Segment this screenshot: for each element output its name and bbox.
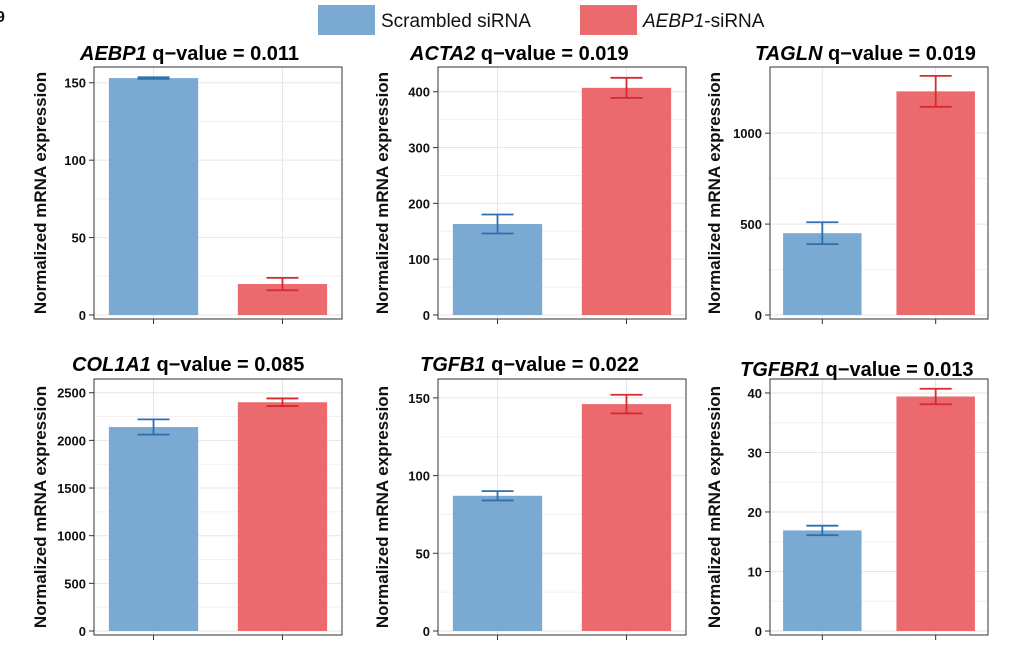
y-tick-label-tgfbr1: 0	[755, 624, 762, 639]
bar-acta2-aebp1-sirna	[581, 87, 672, 315]
y-tick-label-tgfb1: 100	[408, 469, 430, 484]
y-axis-label-col1a1: Normalized mRNA expression	[31, 386, 50, 628]
y-tick-label-aebp1: 0	[79, 308, 86, 323]
y-tick-label-aebp1: 150	[64, 76, 86, 91]
legend-label-aebp1-italic: AEBP1	[642, 11, 704, 32]
corner-mark: 9	[0, 9, 5, 26]
y-axis-label-tgfb1: Normalized mRNA expression	[373, 386, 392, 628]
y-tick-label-aebp1: 100	[64, 153, 86, 168]
chart-title-qvalue-col1a1: q−value = 0.085	[151, 354, 304, 376]
chart-title-gene-acta2: ACTA2	[409, 43, 475, 65]
chart-title-gene-tgfb1: TGFB1	[420, 354, 486, 376]
panel-tgfb1: 0 50 100 150 TGFB1 q−value = 0.022 Normalized…	[373, 354, 687, 640]
plot-frame-col1a1	[93, 378, 343, 636]
y-tick-label-tgfbr1: 30	[748, 445, 762, 460]
chart-title-qvalue-tagln: q−value = 0.019	[822, 43, 975, 65]
y-tick-label-tagln: 500	[740, 217, 762, 232]
legend-label-scrambled: Scrambled siRNA	[381, 11, 531, 32]
chart-title-aebp1: AEBP1 q−value = 0.011	[79, 43, 299, 65]
bar-tagln-aebp1-sirna	[896, 91, 975, 315]
y-axis-label-acta2: Normalized mRNA expression	[373, 72, 392, 314]
bar-tgfbr1-scrambled	[783, 530, 862, 631]
y-tick-label-tgfb1: 50	[416, 546, 430, 561]
bar-tagln-scrambled	[783, 233, 862, 315]
chart-title-gene-tgfbr1: TGFBR1	[740, 359, 820, 381]
legend-label-aebp1-suffix: -siRNA	[704, 11, 764, 32]
y-axis-label-aebp1: Normalized mRNA expression	[31, 72, 50, 314]
chart-title-qvalue-tgfbr1: q−value = 0.013	[820, 359, 973, 381]
chart-title-acta2: ACTA2 q−value = 0.019	[409, 43, 629, 65]
chart-title-tagln: TAGLN q−value = 0.019	[755, 43, 976, 65]
chart-title-tgfbr1: TGFBR1 q−value = 0.013	[740, 359, 973, 381]
panel-col1a1: 0 500 1000 1500 2000 2500 COL1A1 q−value = 0.0…	[31, 354, 343, 640]
plot-frame-tgfb1	[437, 378, 687, 636]
chart-title-gene-tagln: TAGLN	[755, 43, 823, 65]
y-axis-label-tgfbr1: Normalized mRNA expression	[705, 386, 724, 628]
legend-label-aebp1-sirna: AEBP1-siRNA	[642, 11, 765, 32]
y-tick-label-col1a1: 2000	[57, 433, 86, 448]
y-tick-label-acta2: 0	[423, 308, 430, 323]
y-tick-label-col1a1: 0	[79, 624, 86, 639]
legend: Scrambled siRNA AEBP1-siRNA	[318, 5, 765, 35]
panel-tgfbr1: 0 10 20 30 40 TGFBR1 q−value = 0.013 Normalize…	[705, 359, 989, 640]
y-axis-label-tagln: Normalized mRNA expression	[705, 72, 724, 314]
bar-tgfb1-scrambled	[452, 495, 543, 631]
bar-tgfb1-aebp1-sirna	[581, 404, 672, 631]
y-tick-label-tgfb1: 150	[408, 391, 430, 406]
panel-tagln: 0 500 1000 TAGLN q−value = 0.019 Normalized …	[705, 43, 989, 324]
y-tick-label-tgfbr1: 40	[748, 386, 762, 401]
bar-acta2-scrambled	[452, 224, 543, 315]
y-tick-label-col1a1: 500	[64, 576, 86, 591]
plot-frame-aebp1	[93, 66, 343, 320]
chart-title-gene-aebp1: AEBP1	[79, 43, 147, 65]
y-tick-label-col1a1: 1000	[57, 529, 86, 544]
panel-aebp1: 0 50 100 150 AEBP1 q−value = 0.011 Normalized…	[31, 43, 343, 324]
plot-frame-tagln	[769, 66, 989, 320]
bar-col1a1-aebp1-sirna	[237, 402, 328, 631]
legend-swatch-aebp1-sirna	[580, 5, 637, 35]
chart-title-col1a1: COL1A1 q−value = 0.085	[72, 354, 304, 376]
chart-title-tgfb1: TGFB1 q−value = 0.022	[420, 354, 639, 376]
bar-aebp1-scrambled	[108, 78, 199, 315]
bar-tgfbr1-aebp1-sirna	[896, 396, 975, 631]
chart-title-qvalue-tgfb1: q−value = 0.022	[486, 354, 639, 376]
chart-title-qvalue-acta2: q−value = 0.019	[475, 43, 628, 65]
plot-frame-tgfbr1	[769, 378, 989, 636]
bar-col1a1-scrambled	[108, 427, 199, 631]
y-tick-label-col1a1: 2500	[57, 386, 86, 401]
y-tick-label-tgfbr1: 10	[748, 564, 762, 579]
chart-title-qvalue-aebp1: q−value = 0.011	[147, 43, 299, 65]
y-tick-label-acta2: 200	[408, 196, 430, 211]
chart-title-gene-col1a1: COL1A1	[72, 354, 151, 376]
y-tick-label-tgfbr1: 20	[748, 505, 762, 520]
y-tick-label-col1a1: 1500	[57, 481, 86, 496]
legend-swatch-scrambled	[318, 5, 375, 35]
y-tick-label-tagln: 0	[755, 308, 762, 323]
y-tick-label-acta2: 300	[408, 141, 430, 156]
y-tick-label-tgfb1: 0	[423, 624, 430, 639]
y-tick-label-acta2: 400	[408, 85, 430, 100]
y-tick-label-tagln: 1000	[733, 126, 762, 141]
y-tick-label-acta2: 100	[408, 252, 430, 267]
panel-acta2: 0 100 200 300 400 ACTA2 q−value = 0.019 Normal…	[373, 43, 687, 324]
plot-frame-acta2	[437, 66, 687, 320]
y-tick-label-aebp1: 50	[72, 231, 86, 246]
